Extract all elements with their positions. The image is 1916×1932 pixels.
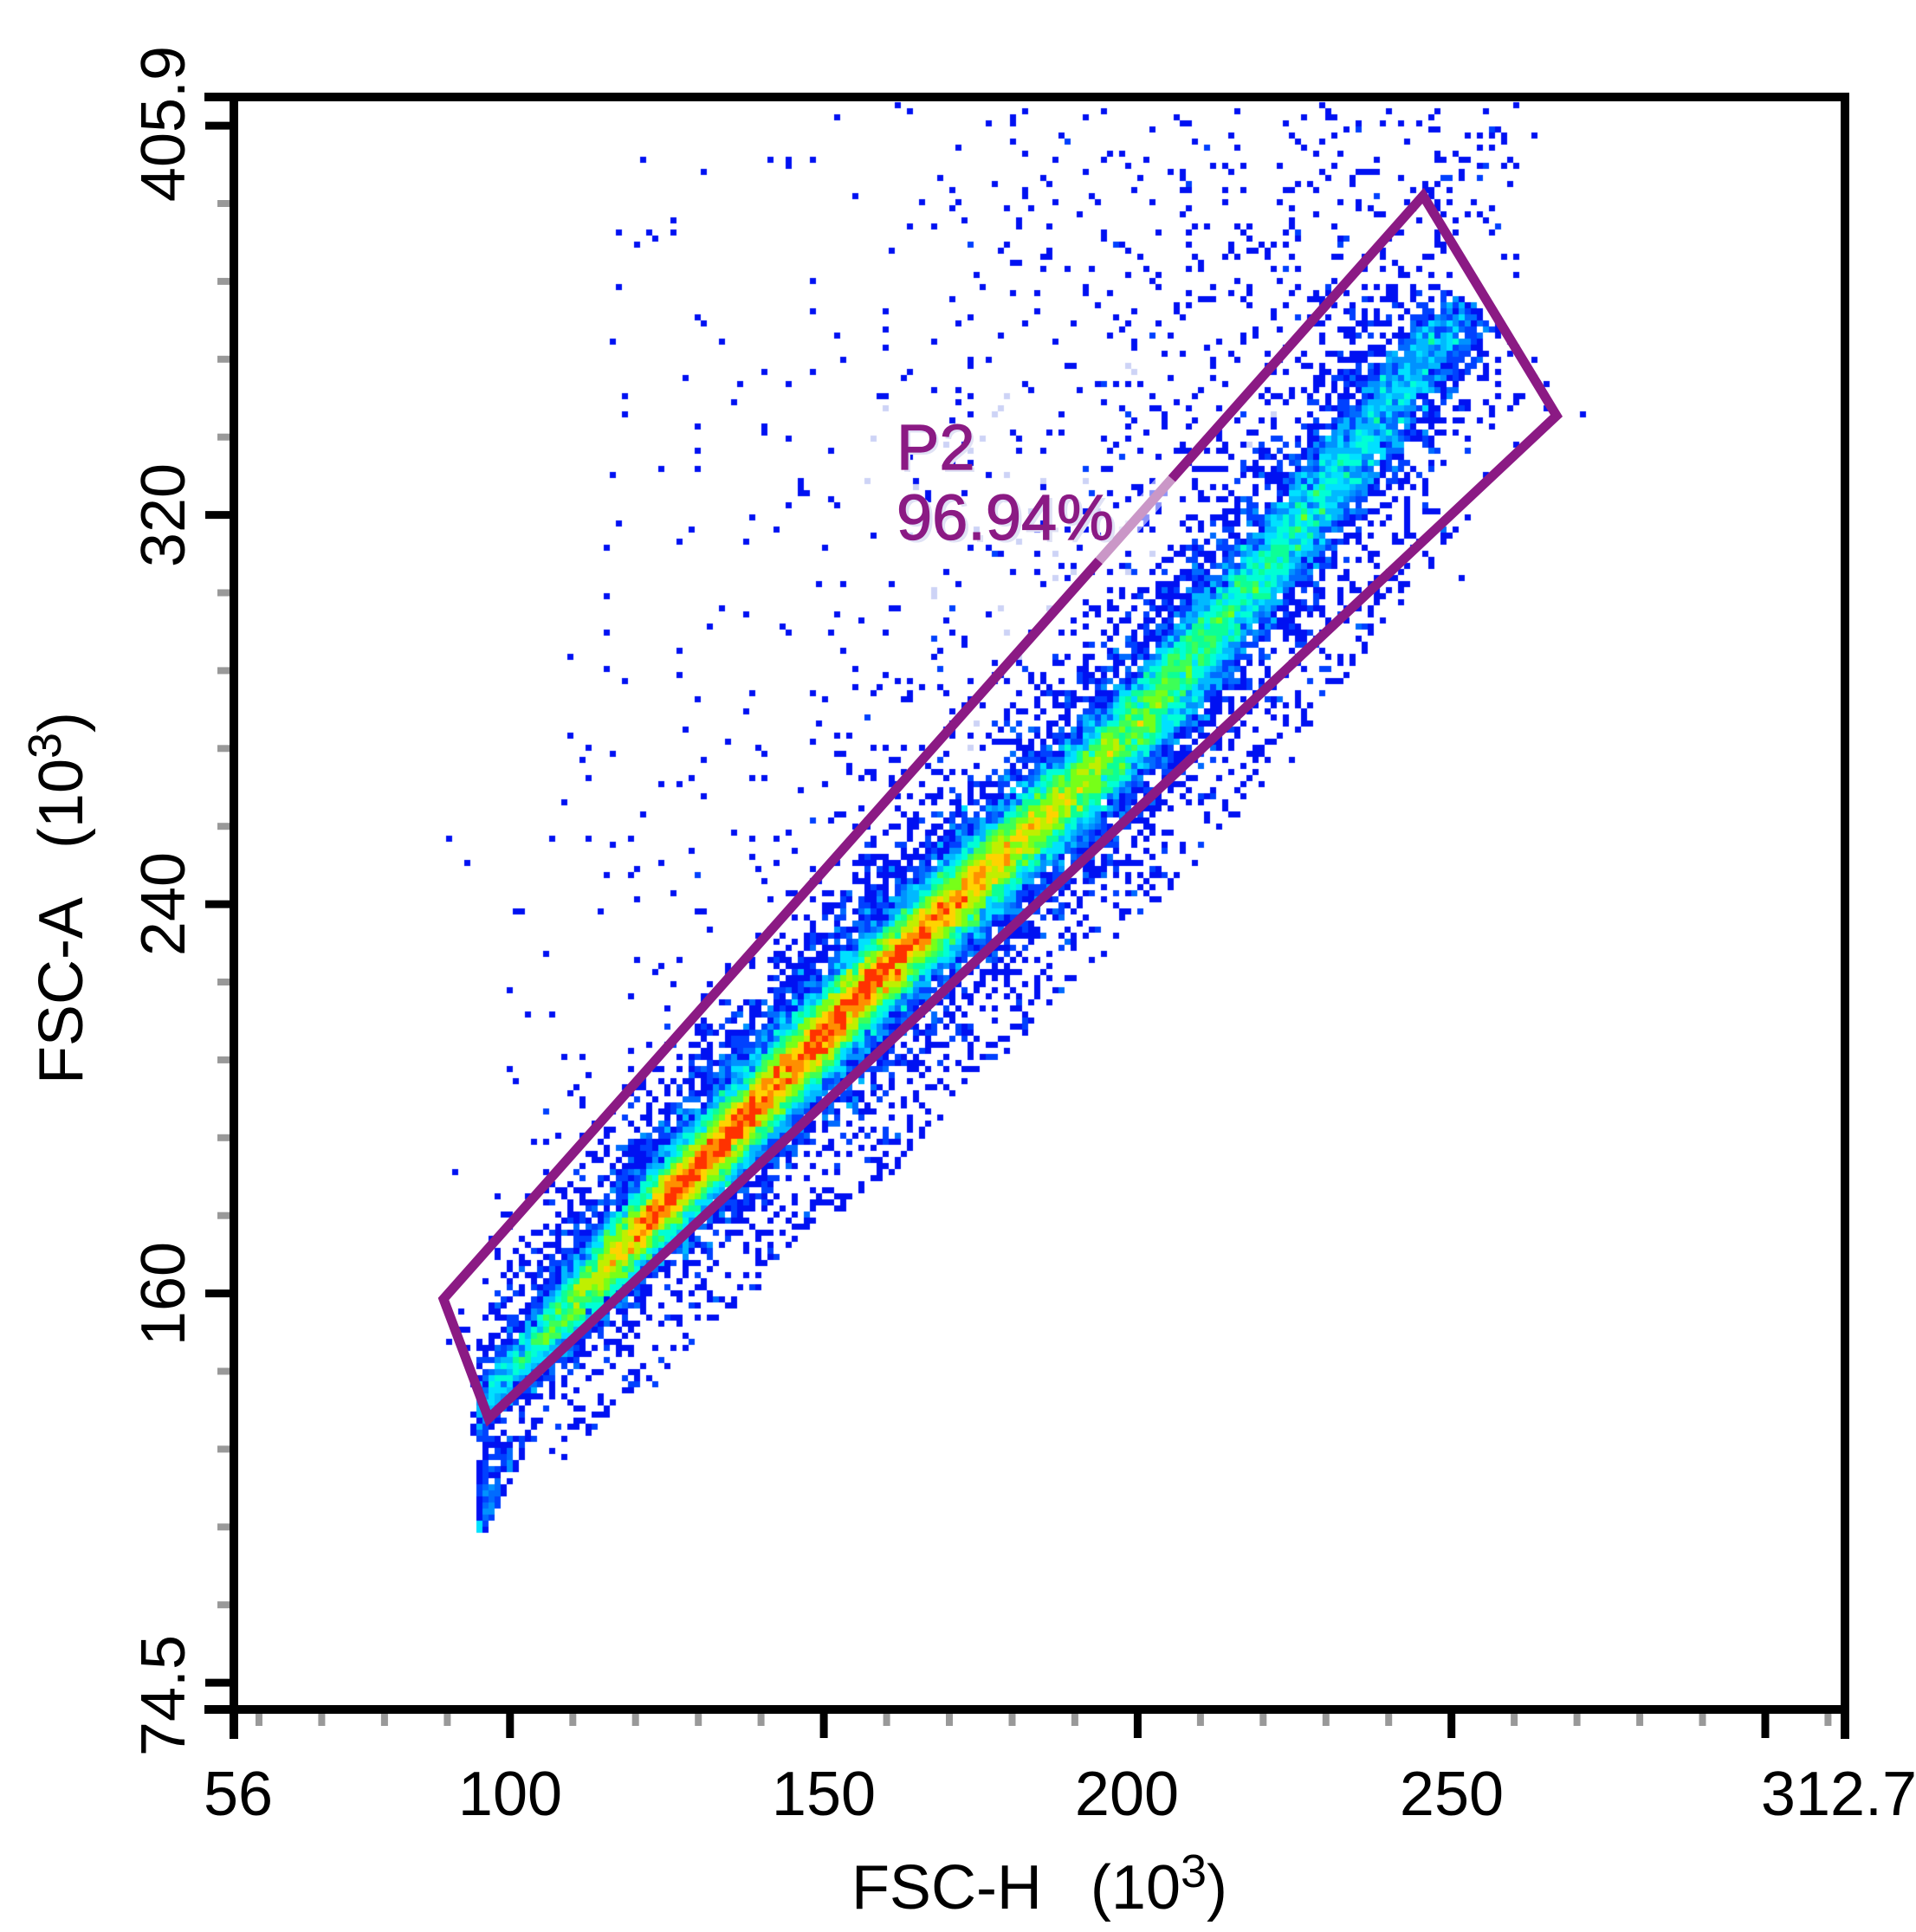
svg-text:150: 150	[772, 1760, 876, 1829]
svg-text:100: 100	[458, 1760, 562, 1829]
svg-text:P2: P2	[899, 414, 978, 486]
svg-text:160: 160	[129, 1242, 198, 1346]
svg-text:FSC-A (103): FSC-A (103)	[19, 712, 96, 1084]
svg-text:74.5: 74.5	[129, 1635, 198, 1756]
svg-text:FSC-H (103): FSC-H (103)	[851, 1845, 1227, 1922]
svg-text:312.7: 312.7	[1761, 1760, 1916, 1829]
svg-text:405.9: 405.9	[129, 46, 198, 202]
svg-text:320: 320	[129, 463, 198, 567]
svg-text:96.94%: 96.94%	[897, 481, 1114, 553]
svg-text:56: 56	[204, 1760, 273, 1829]
svg-text:240: 240	[129, 852, 198, 956]
svg-text:250: 250	[1400, 1760, 1504, 1829]
svg-text:P2: P2	[897, 411, 975, 483]
svg-text:96.94%: 96.94%	[900, 484, 1117, 556]
svg-text:200: 200	[1075, 1760, 1179, 1829]
